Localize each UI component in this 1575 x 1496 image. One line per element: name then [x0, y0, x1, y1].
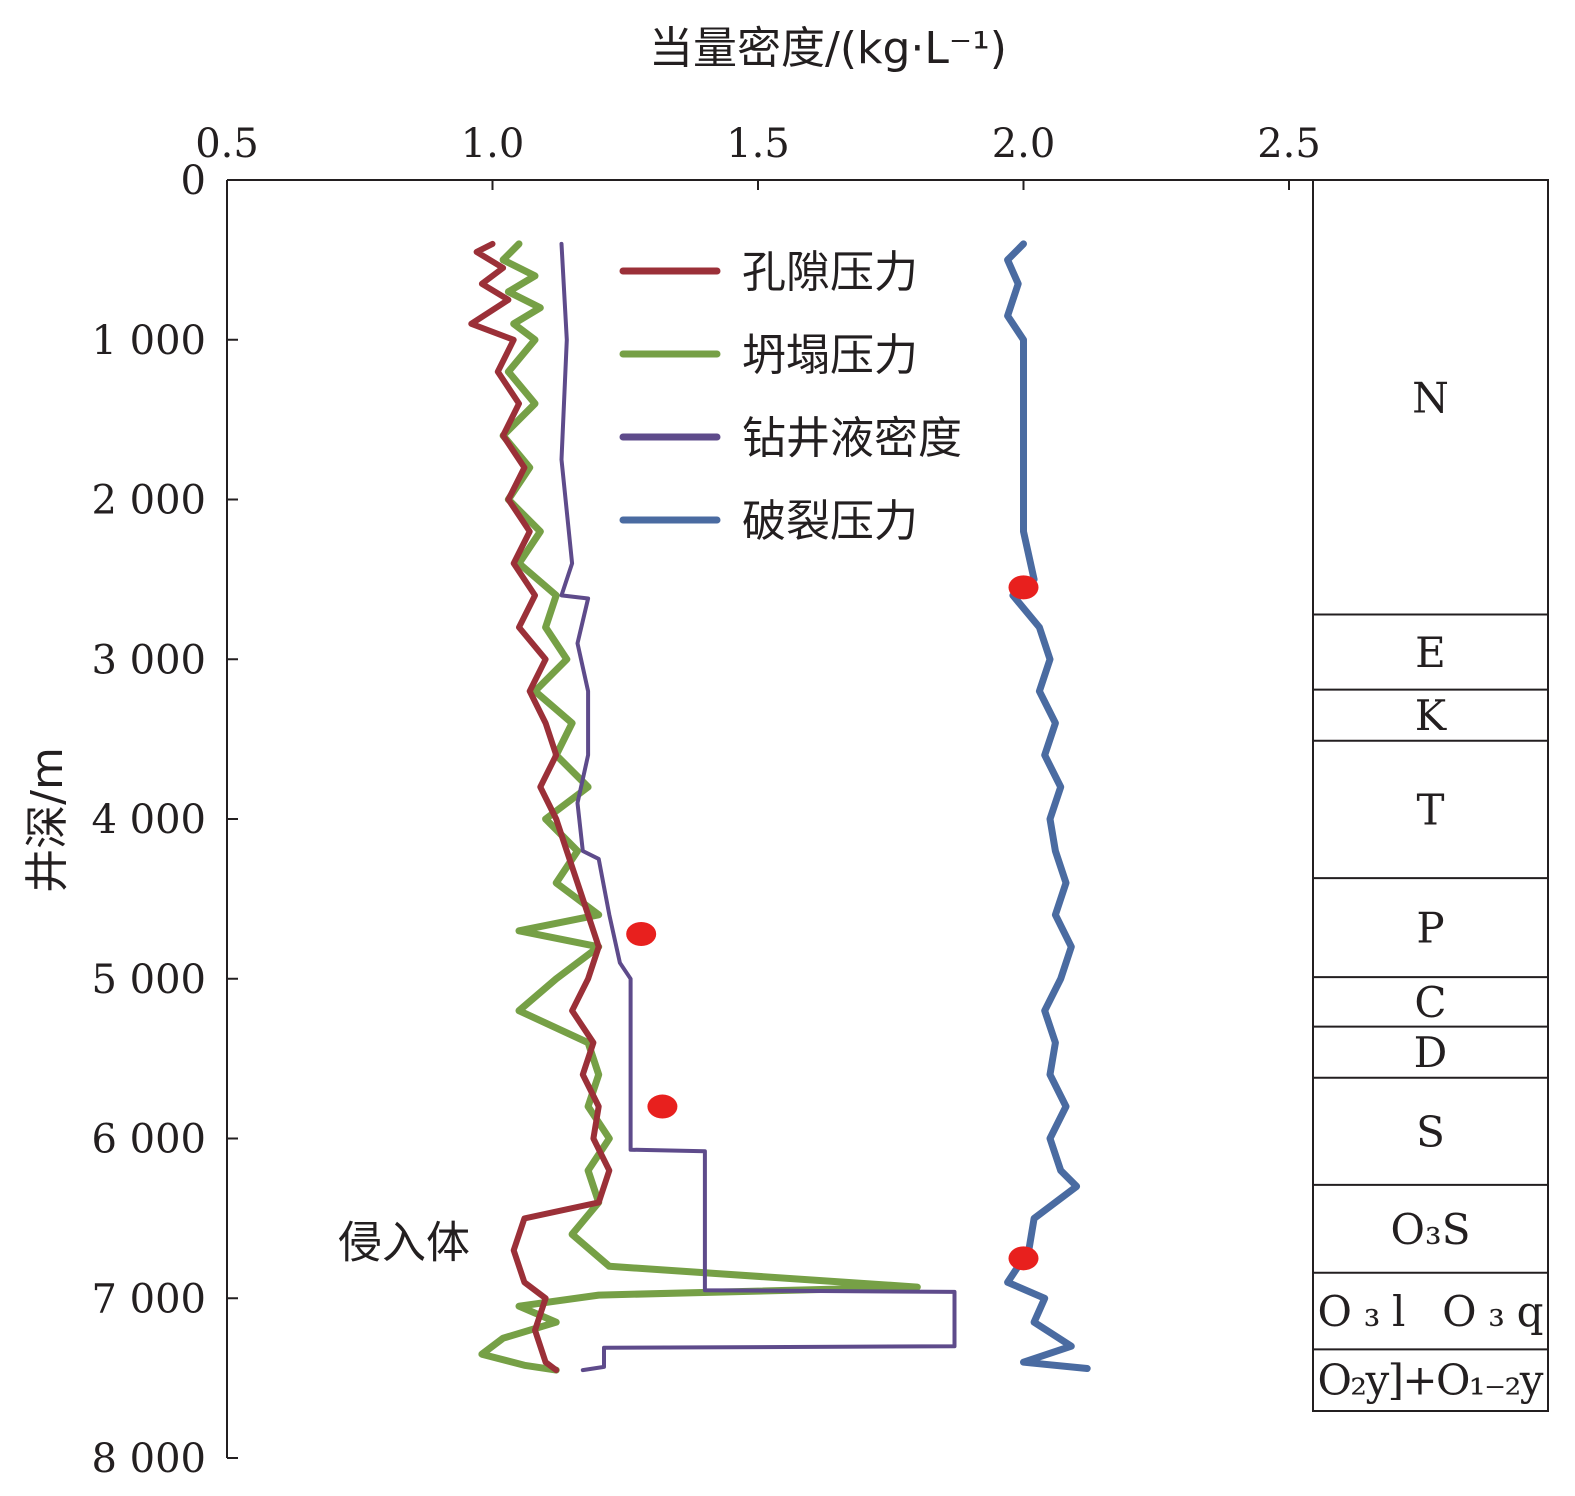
data-marker [626, 922, 657, 947]
strata-label: E [1415, 628, 1446, 677]
y-axis-title: 井深/m [22, 747, 73, 893]
y-tick-label: 8 000 [91, 1436, 206, 1482]
strata-label: S [1416, 1107, 1445, 1156]
legend-label: 钻井液密度 [742, 413, 962, 464]
x-tick-label: 1.0 [461, 121, 525, 167]
legend-label: 孔隙压力 [742, 247, 918, 298]
strata-label: O₂y]+O₁₋₂y [1318, 1356, 1544, 1405]
series-line [1004, 240, 1091, 1372]
strata-label: O₃S [1390, 1205, 1470, 1254]
x-tick-label: 2.0 [992, 121, 1056, 167]
y-tick-label: 0 [181, 158, 206, 204]
annotation-label: 侵入体 [338, 1218, 470, 1269]
strata-frame [1312, 179, 1549, 1412]
marker-layer [626, 575, 1039, 1271]
y-tick-label: 3 000 [91, 637, 206, 683]
annotation-layer: 侵入体 [338, 1218, 470, 1269]
y-tick-label: 5 000 [91, 957, 206, 1003]
strata-label: C [1414, 978, 1446, 1027]
series-line [468, 240, 613, 1374]
series-line [478, 240, 921, 1374]
x-tick-label: 0.5 [195, 121, 259, 167]
strata-label: N [1412, 373, 1449, 422]
x-axis-title: 当量密度/(kg·L⁻¹) [649, 23, 1007, 74]
legend-label: 坍塌压力 [742, 330, 918, 381]
y-tick-label: 2 000 [91, 478, 206, 524]
strata-label: P [1416, 904, 1444, 953]
x-tick-label: 2.5 [1257, 121, 1321, 167]
strata-label: O₃l O₃q [1318, 1287, 1544, 1336]
x-tick-label: 1.5 [726, 121, 790, 167]
legend-label: 破裂压力 [742, 496, 918, 547]
series-line [559, 241, 957, 1373]
data-marker [1008, 575, 1039, 600]
strata-label: T [1416, 785, 1444, 834]
y-tick-label: 7 000 [91, 1276, 206, 1322]
strata-label: K [1415, 691, 1448, 740]
y-tick-label: 1 000 [91, 318, 206, 364]
y-tick-label: 6 000 [91, 1117, 206, 1163]
data-marker [647, 1094, 678, 1119]
axes: 0.5 1.0 1.5 2.0 2.5 0 1 000 2 000 3 000 4 000 5 00… [91, 121, 1320, 1482]
y-tick-label: 4 000 [91, 797, 206, 843]
strata-label: D [1414, 1028, 1448, 1077]
data-marker [1008, 1246, 1039, 1271]
